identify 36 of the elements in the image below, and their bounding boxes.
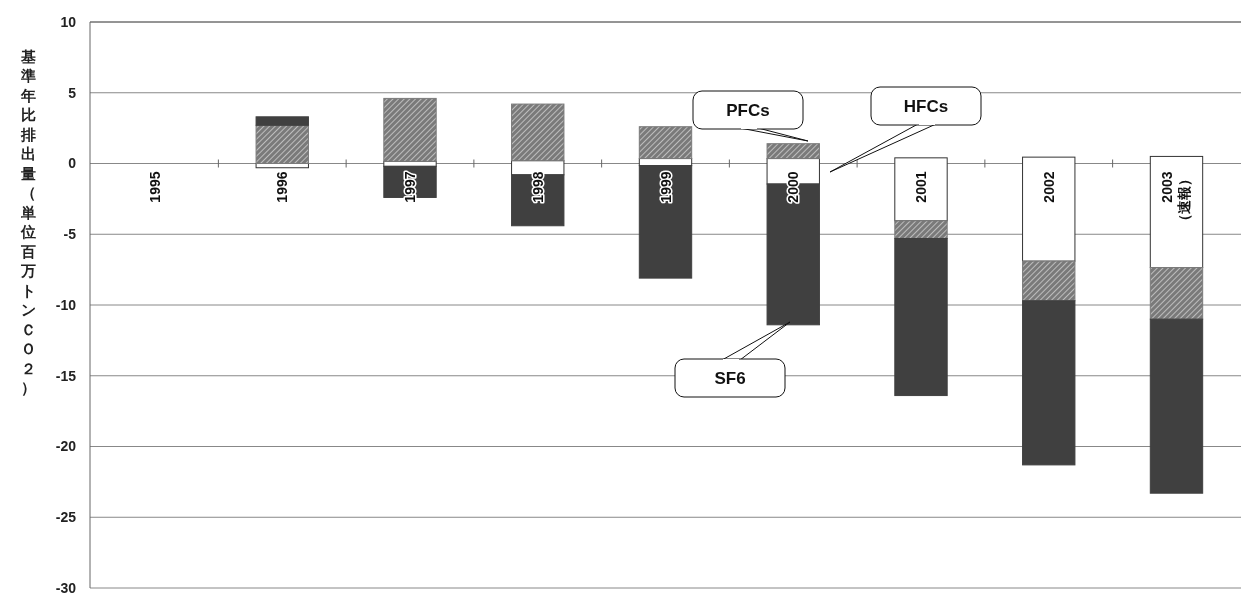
bar	[1149, 318, 1204, 494]
x-tick-label: 2002	[1040, 171, 1057, 203]
y-tick-label: -15	[55, 367, 77, 384]
bar	[894, 220, 948, 239]
annotation: HFCs	[903, 96, 949, 116]
bar	[255, 124, 309, 164]
y-tick-label: -30	[55, 579, 77, 596]
y-tick-label: -10	[55, 296, 77, 313]
x-tick-label: 1999	[657, 171, 674, 203]
bar	[638, 126, 693, 160]
y-tick-label: -5	[63, 226, 77, 243]
callout-box: SF6	[674, 321, 791, 398]
x-tick-label: 1996	[274, 171, 291, 203]
bar	[638, 165, 693, 279]
bar	[383, 97, 437, 162]
bar	[1022, 260, 1076, 302]
x-tick-label: 1995	[146, 171, 163, 203]
x-tick-label: 2001	[912, 171, 929, 203]
y-tick-label: -20	[55, 438, 77, 455]
x-tick-label: 1997	[402, 171, 419, 203]
annotation: SF6	[714, 368, 746, 388]
y-tick-label: 5	[68, 84, 77, 101]
annotation: PFCs	[726, 100, 770, 120]
y-tick-label: 0	[68, 155, 77, 172]
y-tick-label: -25	[55, 509, 77, 526]
bar	[1022, 156, 1076, 262]
bar	[1149, 267, 1204, 320]
x-tick-label: 1998	[529, 171, 546, 203]
bar	[255, 116, 309, 126]
bar	[511, 103, 565, 162]
bar	[1022, 300, 1076, 466]
x-tick-label: 2000	[785, 171, 802, 203]
y-tick-label: 10	[60, 13, 77, 30]
x-tick-label: 2003 （速報）	[1159, 171, 1193, 228]
text: 基準年比排出量（単位百万トンＣＯ２）	[20, 47, 36, 397]
bar	[894, 238, 948, 397]
